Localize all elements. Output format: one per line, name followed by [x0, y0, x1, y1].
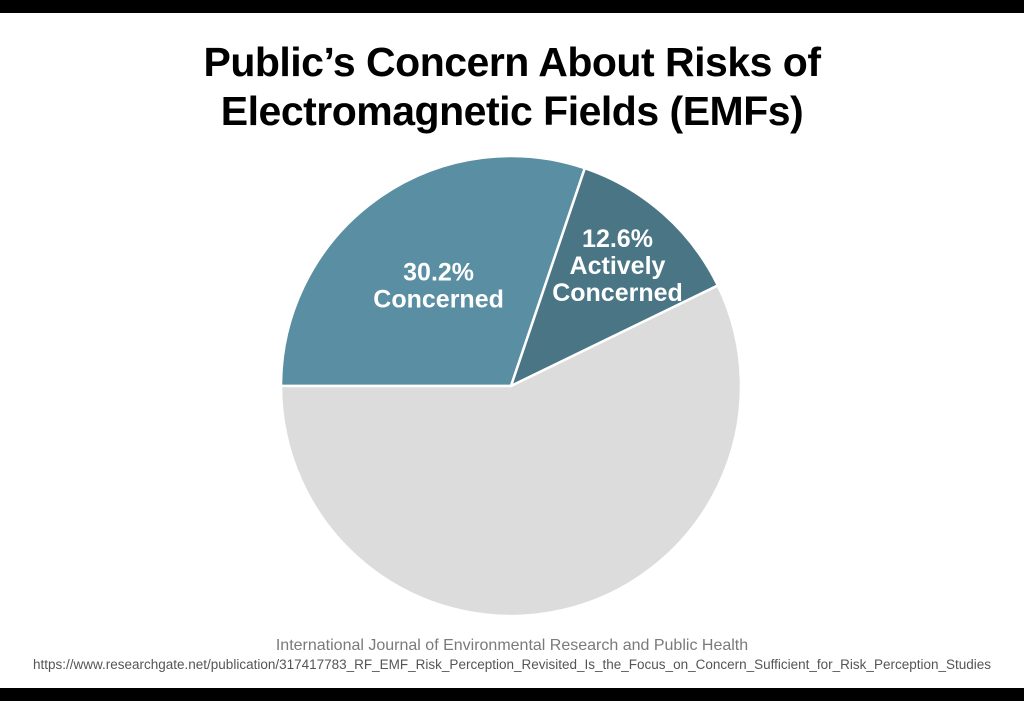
- chart-title-line-2: Electromagnetic Fields (EMFs): [220, 88, 804, 134]
- chart-title-line-1: Public’s Concern About Risks of: [203, 39, 821, 85]
- slice-label-0-line-0: 30.2%: [403, 259, 474, 287]
- source-url: https://www.researchgate.net/publication…: [32, 657, 992, 672]
- pie-slice-2: [279, 284, 743, 618]
- slice-label-0: 30.2% Concerned: [373, 259, 504, 314]
- slice-label-0-line-1: Concerned: [373, 286, 504, 314]
- slice-label-1: 12.6% Actively Concerned: [552, 225, 683, 307]
- slice-label-1-line-0: 12.6%: [582, 225, 653, 253]
- source-journal: International Journal of Environmental R…: [275, 637, 749, 654]
- slice-label-1-line-2: Concerned: [552, 279, 683, 307]
- slice-label-1-line-1: Actively: [570, 252, 666, 280]
- chart-title: Public’s Concern About Risks of Electrom…: [0, 38, 1024, 136]
- pie-slice-0: [279, 154, 587, 388]
- pie-slice-1: [509, 166, 720, 388]
